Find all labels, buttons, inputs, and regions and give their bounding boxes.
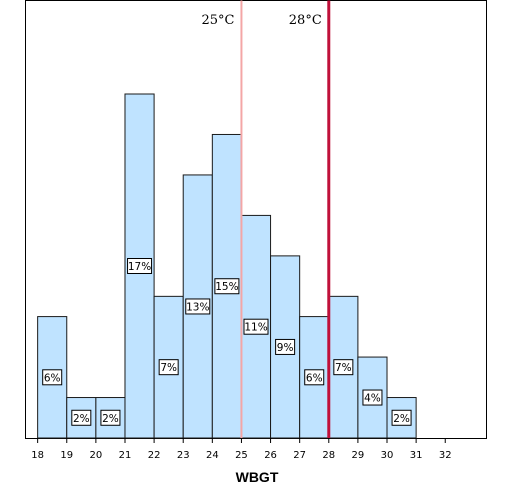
bar-value-label-text: 2% — [102, 413, 119, 425]
x-tick-label-30: 30 — [381, 450, 394, 461]
bar-value-label-box — [42, 369, 63, 386]
bar-value-label-text: 6% — [306, 372, 323, 384]
bar-value-label-30-31: 2% — [391, 409, 412, 426]
x-tick-label-26: 26 — [264, 450, 277, 461]
bar-value-label-text: 2% — [73, 413, 90, 425]
reference-line-label-28: 28°C — [289, 13, 322, 28]
x-axis-ticks-layer: 18 19 20 21 22 23 24 25 26 27 28 29 30 31 32 — [31, 438, 452, 461]
bar-value-label-box — [127, 258, 153, 274]
x-tick-label-21: 21 — [119, 450, 132, 461]
bar-value-label-20-21: 2% — [100, 409, 121, 426]
x-axis-label: WBGT — [236, 469, 279, 485]
bar-value-label-box — [304, 369, 325, 386]
bar-value-label-text: 17% — [128, 261, 151, 273]
reference-lines-layer: 25°C 28°C — [201, 0, 331, 438]
x-tick-label-22: 22 — [148, 450, 161, 461]
bar-value-label-box — [185, 298, 211, 315]
bar-value-label-27-28: 6% — [304, 369, 325, 386]
bar-value-label-29-30: 4% — [362, 389, 383, 406]
bar-labels-layer: 6% 2% 2% 17% 7% 13% 15% 11% 9% 6% 7% 4% 2% — [42, 258, 412, 426]
x-tick-label-28: 28 — [322, 450, 335, 461]
bar-value-label-22-23: 7% — [158, 359, 179, 376]
bar-value-label-26-27: 9% — [275, 338, 296, 355]
reference-line-label-25: 25°C — [201, 13, 234, 28]
bar-value-label-box — [158, 359, 179, 376]
bars-layer — [37, 93, 417, 439]
x-tick-label-19: 19 — [60, 450, 73, 461]
x-tick-label-24: 24 — [206, 450, 219, 461]
bar-value-label-24-25: 15% — [214, 278, 240, 295]
bar-value-label-18-19: 6% — [42, 369, 63, 386]
bar-value-label-21-22: 17% — [127, 258, 153, 274]
x-tick-label-23: 23 — [177, 450, 190, 461]
bar-value-label-text: 9% — [277, 342, 294, 354]
bar-value-label-box — [333, 359, 354, 376]
bar-value-label-box — [362, 389, 383, 406]
bar-value-label-box — [100, 409, 121, 426]
bar-value-label-text: 15% — [215, 281, 238, 293]
x-tick-label-25: 25 — [235, 450, 248, 461]
bar-value-label-25-26: 11% — [243, 318, 269, 335]
bar-value-label-text: 13% — [186, 301, 209, 313]
bar-value-label-box — [243, 318, 269, 335]
bar-value-label-text: 7% — [335, 362, 352, 374]
x-tick-label-27: 27 — [293, 450, 306, 461]
x-tick-label-20: 20 — [90, 450, 103, 461]
bar-value-label-text: 11% — [244, 322, 267, 334]
bar-value-label-box — [391, 409, 412, 426]
bar-value-label-box — [71, 409, 92, 426]
bar-value-label-text: 4% — [364, 393, 381, 405]
bar-value-label-text: 2% — [393, 413, 410, 425]
bar-value-label-23-24: 13% — [185, 298, 211, 315]
bar-value-label-19-20: 2% — [71, 409, 92, 426]
x-tick-label-32: 32 — [439, 450, 452, 461]
x-tick-label-18: 18 — [31, 450, 44, 461]
x-tick-label-29: 29 — [352, 450, 365, 461]
bar-value-label-28-29: 7% — [333, 359, 354, 376]
bar-value-label-text: 6% — [44, 372, 61, 384]
x-tick-label-31: 31 — [410, 450, 423, 461]
bar-value-label-box — [275, 338, 296, 355]
bar-value-label-text: 7% — [160, 362, 177, 374]
bar-value-label-box — [214, 278, 240, 295]
